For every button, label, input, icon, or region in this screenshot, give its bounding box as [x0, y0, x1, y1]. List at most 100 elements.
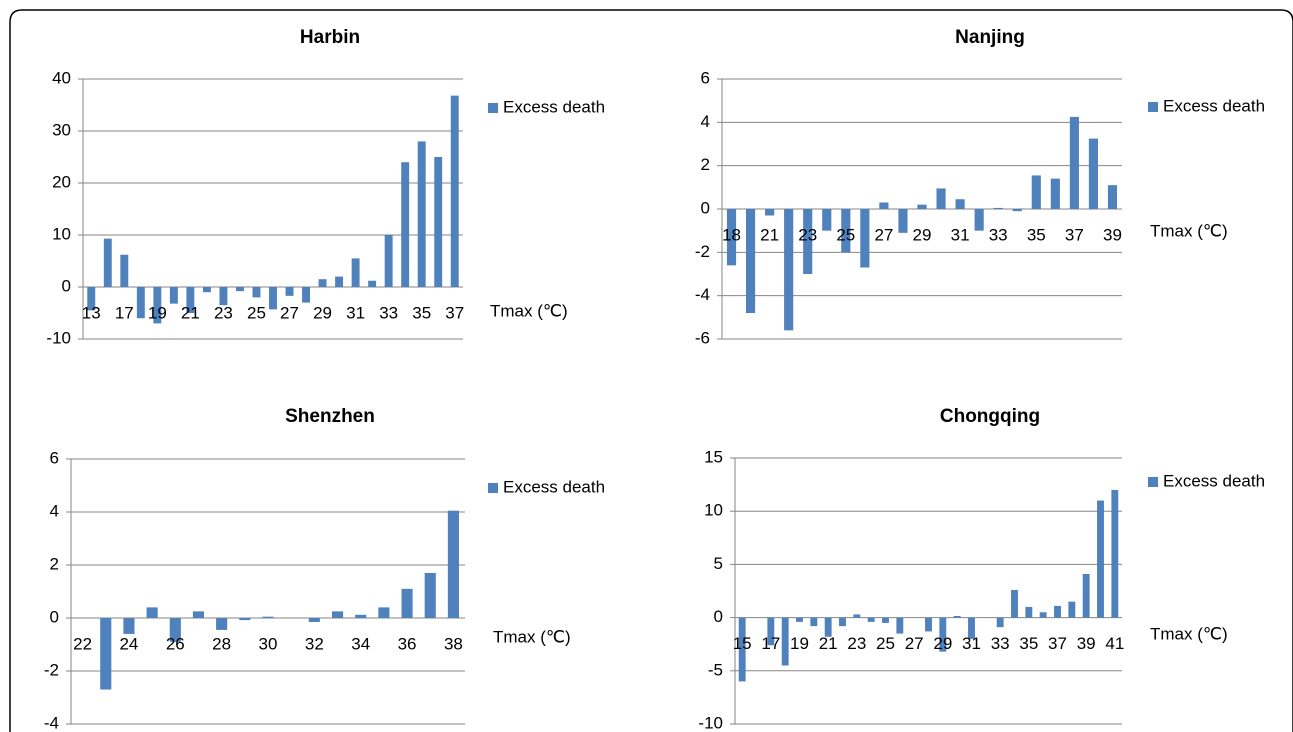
y-tick-label: 6 — [701, 68, 710, 87]
y-tick-label: 0 — [701, 198, 710, 217]
legend-swatch — [488, 103, 498, 113]
bar — [424, 572, 436, 618]
bar — [87, 287, 96, 311]
x-tick-label: 32 — [305, 634, 324, 653]
bar — [378, 607, 390, 618]
legend-swatch — [1148, 477, 1158, 487]
legend-label: Excess death — [503, 477, 605, 496]
x-tick-label: 19 — [790, 634, 809, 653]
bar — [824, 617, 832, 637]
x-tick-label: 31 — [962, 634, 981, 653]
bar — [1050, 178, 1060, 209]
bar — [417, 141, 426, 287]
x-tick-label: 33 — [991, 634, 1010, 653]
legend-swatch — [488, 483, 498, 493]
chart-title: Shenzhen — [285, 406, 375, 427]
bar — [955, 199, 965, 209]
bar — [953, 616, 961, 618]
x-tick-label: 36 — [398, 634, 417, 653]
bar — [738, 617, 746, 682]
bar — [351, 258, 360, 287]
x-tick-label: 27 — [874, 225, 893, 244]
x-tick-label: 34 — [351, 634, 370, 653]
y-tick-label: 20 — [52, 172, 71, 191]
bar — [784, 209, 794, 331]
x-tick-label: 35 — [1019, 634, 1038, 653]
y-tick-label: 0 — [62, 276, 71, 295]
bar — [1012, 209, 1022, 212]
x-tick-label: 27 — [905, 634, 924, 653]
bar — [136, 287, 145, 319]
bar — [867, 617, 875, 622]
bar — [153, 287, 162, 324]
x-tick-label: 28 — [212, 634, 231, 653]
bar — [1031, 175, 1041, 209]
x-tick-label: 23 — [847, 634, 866, 653]
x-tick-label: 31 — [346, 303, 365, 322]
bar — [917, 204, 927, 209]
bar — [898, 209, 908, 233]
bar — [853, 614, 861, 618]
bar — [318, 279, 327, 287]
x-tick-label: 25 — [247, 303, 266, 322]
bar — [186, 287, 195, 313]
bar — [192, 611, 205, 618]
bar — [1088, 138, 1098, 209]
bar — [803, 209, 813, 274]
y-tick-label: 2 — [50, 554, 59, 573]
bar — [1054, 605, 1061, 618]
x-tick-label: 39 — [1103, 225, 1122, 244]
bar — [822, 209, 832, 231]
x-axis-title: Tmax (℃) — [1150, 624, 1228, 643]
x-tick-label: 41 — [1105, 634, 1124, 653]
x-tick-label: 25 — [836, 225, 855, 244]
legend-label: Excess death — [503, 97, 605, 116]
bar — [781, 617, 789, 666]
y-tick-label: 10 — [52, 224, 71, 243]
chart-title: Nanjing — [955, 27, 1025, 48]
bar — [746, 209, 756, 313]
y-tick-label: -5 — [708, 660, 723, 679]
legend-label: Excess death — [1163, 471, 1265, 490]
y-tick-label: 5 — [714, 554, 723, 573]
x-tick-label: 15 — [733, 634, 752, 653]
bar — [1097, 500, 1104, 618]
bar — [169, 287, 178, 304]
bar — [269, 287, 277, 310]
bar — [216, 618, 228, 630]
bar — [996, 617, 1004, 628]
bar — [123, 618, 135, 634]
bar — [100, 618, 112, 690]
bar — [331, 611, 344, 618]
bar — [146, 607, 158, 618]
y-tick-label: 4 — [701, 112, 710, 131]
x-tick-label: 37 — [1048, 634, 1067, 653]
y-tick-label: 10 — [704, 501, 723, 520]
x-tick-label: 27 — [280, 303, 299, 322]
x-tick-label: 29 — [913, 225, 932, 244]
bar — [120, 254, 129, 287]
bar — [974, 209, 984, 231]
bar — [860, 209, 870, 268]
x-tick-label: 38 — [444, 634, 463, 653]
x-tick-label: 23 — [214, 303, 233, 322]
bar — [879, 202, 889, 209]
y-tick-label: 15 — [704, 447, 723, 466]
bar — [450, 95, 459, 287]
bar — [1111, 489, 1119, 618]
x-tick-label: 26 — [166, 634, 185, 653]
y-tick-label: 6 — [50, 448, 59, 467]
bar — [1025, 606, 1033, 618]
bar — [202, 287, 211, 293]
frame — [9, 9, 1293, 732]
bar — [939, 617, 947, 652]
bar — [896, 617, 904, 634]
bar — [434, 157, 443, 287]
bar — [993, 207, 1003, 209]
x-tick-label: 30 — [259, 634, 278, 653]
y-tick-label: -10 — [46, 328, 71, 347]
bar — [384, 235, 393, 287]
bar — [882, 617, 889, 623]
bar — [925, 617, 932, 632]
